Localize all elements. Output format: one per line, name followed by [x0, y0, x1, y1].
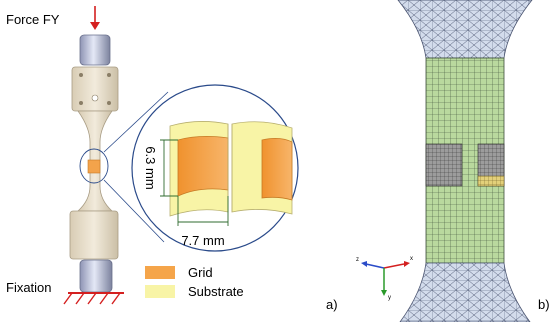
- panel-a: Force FY: [6, 6, 338, 312]
- top-block: [71, 66, 119, 112]
- height-dimension-label: 6.3 mm: [143, 146, 158, 189]
- mesh-substrate: [477, 175, 505, 187]
- bottom-block: [69, 210, 119, 260]
- mesh-grid-left: [425, 143, 463, 187]
- grid-patch: [87, 159, 101, 174]
- panel-b-letter: b): [538, 297, 550, 312]
- grid-right: [261, 138, 293, 201]
- axis-triad: x y z: [356, 256, 413, 301]
- panel-b: x y z b): [356, 0, 550, 322]
- legend-swatch-grid: [145, 266, 175, 279]
- specimen: [69, 34, 119, 293]
- axis-z-label: z: [356, 257, 359, 263]
- legend-label-substrate: Substrate: [188, 284, 244, 299]
- grid-left: [177, 136, 229, 197]
- panel-a-letter: a): [326, 297, 338, 312]
- bottom-grip: [79, 259, 113, 293]
- width-dimension: [177, 196, 229, 226]
- height-dimension: [160, 139, 178, 197]
- axis-x-label: x: [410, 256, 413, 262]
- axis-y-label: y: [388, 295, 391, 301]
- mesh-lower-fillet: [399, 262, 531, 322]
- force-label: Force FY: [6, 12, 60, 27]
- fixation-hatch: [63, 292, 124, 305]
- mesh-upper-fillet: [397, 0, 533, 59]
- legend-label-grid: Grid: [188, 265, 213, 280]
- top-grip: [79, 34, 111, 66]
- fixation-label: Fixation: [6, 280, 52, 295]
- zoom-line-bottom: [103, 179, 165, 243]
- width-dimension-label: 7.7 mm: [181, 233, 224, 248]
- zoom-line-top: [103, 91, 169, 153]
- force-arrow: [90, 6, 100, 30]
- legend: Grid Substrate: [145, 265, 244, 299]
- gauge-detail: [169, 121, 293, 217]
- zoom-marker: [79, 148, 109, 184]
- legend-swatch-substrate: [145, 285, 175, 298]
